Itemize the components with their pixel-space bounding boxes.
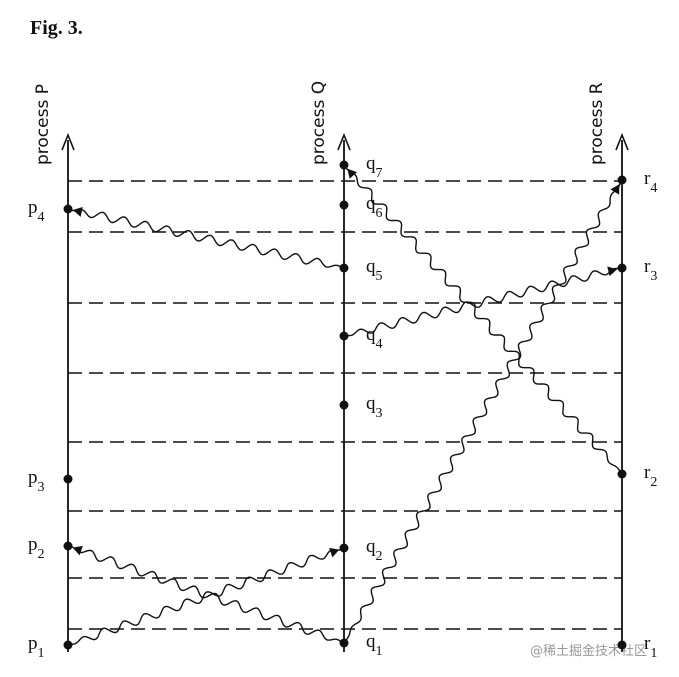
event-name: q bbox=[366, 631, 376, 652]
event-dot bbox=[617, 640, 627, 650]
event-name: q bbox=[366, 393, 376, 414]
message bbox=[67, 547, 345, 646]
message bbox=[343, 179, 623, 644]
message-arrow bbox=[72, 207, 83, 217]
event-index: 2 bbox=[376, 549, 383, 564]
message bbox=[67, 545, 345, 644]
event-name: q bbox=[366, 153, 376, 174]
event-name: r bbox=[644, 633, 651, 654]
event-index: 3 bbox=[38, 480, 45, 495]
event-label: q4 bbox=[366, 324, 383, 352]
message bbox=[67, 208, 345, 269]
event-label: p4 bbox=[28, 197, 45, 225]
event-name: q bbox=[366, 193, 376, 214]
event-label: p3 bbox=[28, 467, 45, 495]
event-label: r4 bbox=[644, 168, 657, 196]
event-index: 1 bbox=[38, 646, 45, 661]
event-name: q bbox=[366, 536, 376, 557]
event-label: p1 bbox=[28, 633, 45, 661]
message bbox=[343, 267, 623, 337]
event-name: q bbox=[366, 256, 376, 277]
message bbox=[343, 164, 623, 475]
event-index: 6 bbox=[376, 206, 383, 221]
event-name: r bbox=[644, 462, 651, 483]
event-index: 2 bbox=[38, 547, 45, 562]
figure-title: Fig. 3. bbox=[30, 17, 83, 39]
event-label: p2 bbox=[28, 534, 45, 562]
event-label: q7 bbox=[366, 153, 383, 181]
arrow-head bbox=[337, 132, 351, 151]
event-index: 2 bbox=[650, 475, 657, 490]
event-name: p bbox=[28, 534, 38, 555]
event-index: 7 bbox=[376, 166, 383, 181]
event-label: r3 bbox=[644, 256, 657, 284]
event-label: q5 bbox=[366, 256, 383, 284]
event-name: r bbox=[644, 256, 651, 277]
event-index: 1 bbox=[650, 646, 657, 661]
event-index: 4 bbox=[376, 337, 383, 352]
event-index: 4 bbox=[650, 181, 657, 196]
message-arrow bbox=[607, 266, 618, 277]
event-dot bbox=[339, 400, 349, 410]
event-index: 4 bbox=[38, 210, 45, 225]
event-name: p bbox=[28, 633, 38, 654]
event-dot bbox=[339, 200, 349, 210]
event-label: q2 bbox=[366, 536, 383, 564]
watermark: @稀土掘金技术社区 bbox=[530, 643, 647, 659]
message-arrow bbox=[610, 184, 620, 195]
process-label: process R bbox=[587, 82, 607, 165]
event-label: q6 bbox=[366, 193, 383, 221]
event-label: r1 bbox=[644, 633, 657, 661]
event-index: 5 bbox=[376, 269, 383, 284]
event-dot bbox=[63, 474, 73, 484]
event-label: q3 bbox=[366, 393, 383, 421]
process-label: process P bbox=[33, 84, 53, 165]
event-name: q bbox=[366, 324, 376, 345]
event-label: r2 bbox=[644, 462, 657, 490]
event-index: 3 bbox=[376, 406, 383, 421]
arrow-head bbox=[61, 132, 75, 151]
event-index: 1 bbox=[376, 644, 383, 659]
event-index: 3 bbox=[650, 269, 657, 284]
process-label: process Q bbox=[309, 81, 329, 165]
message-arrow bbox=[72, 545, 83, 556]
message-arrow bbox=[347, 168, 358, 179]
event-name: r bbox=[644, 168, 651, 189]
event-label: q1 bbox=[366, 631, 383, 659]
event-name: p bbox=[28, 467, 38, 488]
message-arrow bbox=[329, 547, 340, 558]
event-name: p bbox=[28, 197, 38, 218]
arrow-head bbox=[615, 132, 629, 151]
